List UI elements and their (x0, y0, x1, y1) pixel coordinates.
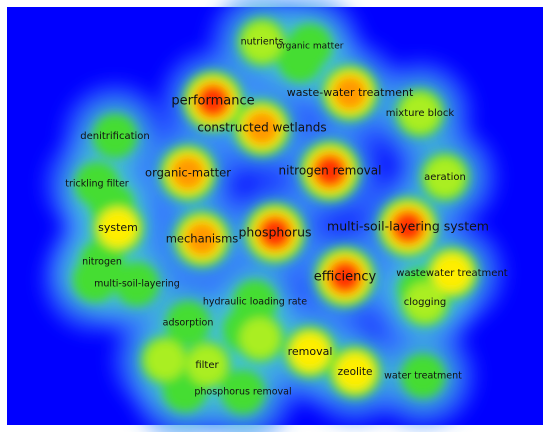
keyword-label: efficiency (314, 270, 377, 285)
density-blob (315, 156, 345, 186)
keyword-label: system (98, 221, 138, 234)
keyword-label: performance (171, 94, 254, 109)
density-blob (166, 301, 210, 345)
keyword-label: constructed wetlands (197, 121, 326, 135)
density-blob (425, 157, 465, 197)
density-blob (336, 353, 374, 391)
keyword-label: trickling filter (65, 179, 129, 190)
density-blob (198, 86, 228, 116)
keyword-label: phosphorus removal (194, 387, 291, 398)
density-blob (278, 38, 322, 82)
keyword-label: nitrogen (82, 257, 122, 268)
keyword-label: adsorption (163, 318, 214, 329)
density-blob (171, 156, 205, 190)
keyword-label: multi-soil-layering (94, 279, 180, 290)
density-blob (260, 218, 290, 248)
density-blob (221, 370, 265, 414)
keyword-label: zeolite (338, 366, 373, 378)
density-blob (99, 209, 137, 247)
keyword-label: hydraulic loading rate (203, 297, 307, 308)
density-blob (405, 282, 445, 322)
keyword-label: phosphorus (238, 225, 311, 240)
density-blob (187, 345, 227, 385)
density-blob (330, 262, 360, 292)
density-blob (400, 93, 440, 133)
density-blob (185, 222, 219, 256)
keyword-label: waste-water treatment (287, 86, 414, 99)
density-blob (145, 340, 185, 380)
density-blob (333, 76, 367, 110)
keyword-label: mixture block (386, 108, 455, 119)
keyword-label: nutrients (241, 37, 284, 48)
keyword-label: removal (288, 345, 333, 358)
keyword-label: water treatment (384, 371, 462, 382)
density-blob (245, 111, 279, 145)
keyword-label: aeration (424, 172, 466, 183)
density-blob (291, 333, 329, 371)
density-blob (401, 354, 445, 398)
density-blob (93, 114, 137, 158)
density-blob (115, 262, 159, 306)
density-blob (73, 258, 117, 302)
keyword-label: filter (195, 360, 219, 371)
density-blob (240, 318, 280, 358)
keyword-label: nitrogen removal (279, 164, 382, 178)
density-blob (242, 22, 282, 62)
keyword-label: organic matter (277, 42, 344, 52)
keyword-label: wastewater treatment (396, 268, 508, 279)
keyword-label: multi-soil-layering system (327, 219, 489, 234)
keyword-label: mechanisms (166, 232, 239, 246)
density-core (73, 18, 478, 414)
keyword-label: clogging (404, 297, 447, 308)
keyword-label: denitrification (80, 131, 150, 142)
density-blob (393, 212, 423, 242)
keyword-label: organic-matter (145, 166, 231, 180)
density-blob (433, 254, 471, 292)
